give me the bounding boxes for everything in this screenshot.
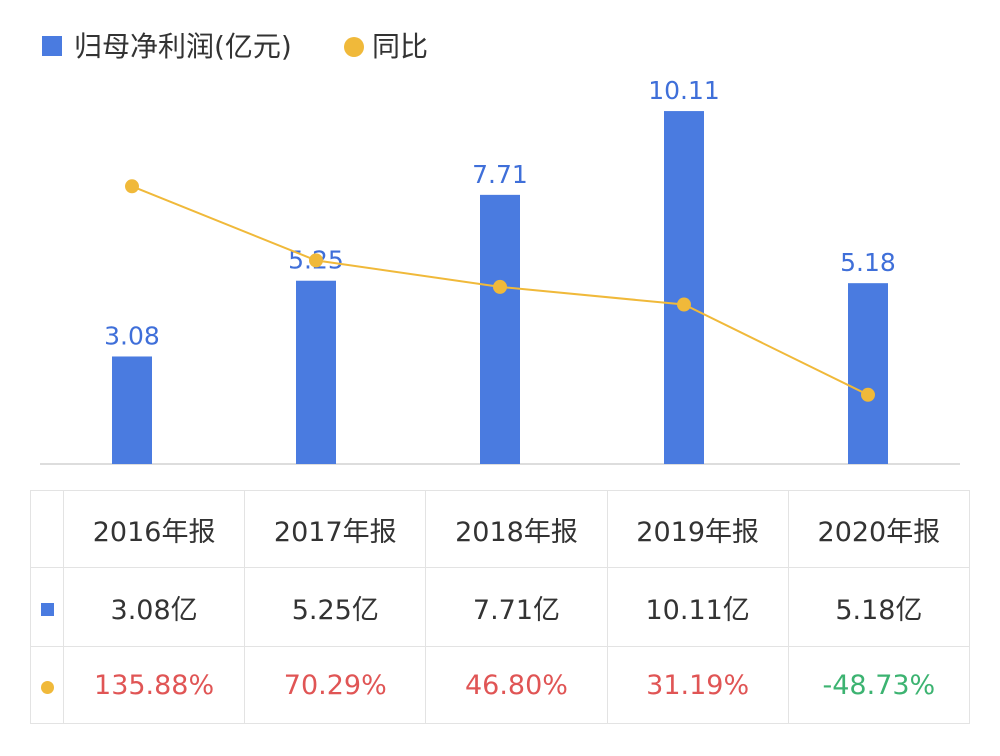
line-series-marker-icon bbox=[40, 680, 54, 694]
bar bbox=[664, 111, 704, 464]
bar-series-marker-icon bbox=[40, 602, 54, 616]
bar-value-label: 5.18 bbox=[840, 248, 896, 277]
table-yoy-cell: 31.19% bbox=[606, 646, 789, 724]
table-header-row: 2016年报 2017年报 2018年报 2019年报 2020年报 bbox=[30, 490, 971, 568]
table-row-marker bbox=[30, 567, 64, 647]
table-value-cell: 7.71亿 bbox=[425, 567, 608, 647]
yoy-point bbox=[125, 179, 139, 194]
table-yoy-cell: 135.88% bbox=[62, 646, 246, 724]
table-value-row: 3.08亿 5.25亿 7.71亿 10.11亿 5.18亿 bbox=[30, 567, 971, 647]
table-value-cell: 10.11亿 bbox=[606, 567, 789, 647]
table-value-cell: 3.08亿 bbox=[62, 567, 246, 647]
legend-bar-swatch bbox=[42, 36, 62, 56]
yoy-point bbox=[861, 387, 875, 402]
table-value-cell: 5.25亿 bbox=[244, 567, 427, 647]
bar-value-label: 3.08 bbox=[104, 321, 160, 350]
yoy-point bbox=[309, 253, 323, 268]
legend: 归母净利润(亿元) 同比 bbox=[42, 30, 428, 63]
table-header-cell: 2018年报 bbox=[425, 490, 608, 568]
yoy-line-series bbox=[125, 179, 875, 402]
legend-bar-label: 归母净利润(亿元) bbox=[74, 30, 292, 63]
table-yoy-row: 135.88% 70.29% 46.80% 31.19% -48.73% bbox=[30, 646, 971, 724]
table-value-cell: 5.18亿 bbox=[787, 567, 971, 647]
legend-line-swatch bbox=[344, 37, 364, 57]
bar bbox=[296, 280, 336, 464]
bar bbox=[112, 356, 152, 464]
table-row-marker bbox=[30, 646, 64, 724]
legend-line-label: 同比 bbox=[372, 30, 428, 63]
table-corner-cell bbox=[30, 490, 64, 568]
table-header-cell: 2019年报 bbox=[606, 490, 789, 568]
bar-value-label: 7.71 bbox=[472, 160, 528, 189]
yoy-point bbox=[493, 279, 507, 294]
table-header-cell: 2017年报 bbox=[244, 490, 427, 568]
table-yoy-cell: 70.29% bbox=[244, 646, 427, 724]
table-header-cell: 2016年报 bbox=[62, 490, 246, 568]
bar-series bbox=[112, 111, 888, 465]
bar bbox=[480, 194, 520, 465]
table-yoy-cell: 46.80% bbox=[425, 646, 608, 724]
yoy-point bbox=[677, 297, 691, 312]
table-yoy-cell: -48.73% bbox=[787, 646, 971, 724]
bar-value-label: 10.11 bbox=[648, 76, 720, 105]
table-header-cell: 2020年报 bbox=[787, 490, 971, 568]
data-table: 2016年报 2017年报 2018年报 2019年报 2020年报 3.08亿… bbox=[30, 490, 971, 724]
bar bbox=[848, 283, 888, 464]
